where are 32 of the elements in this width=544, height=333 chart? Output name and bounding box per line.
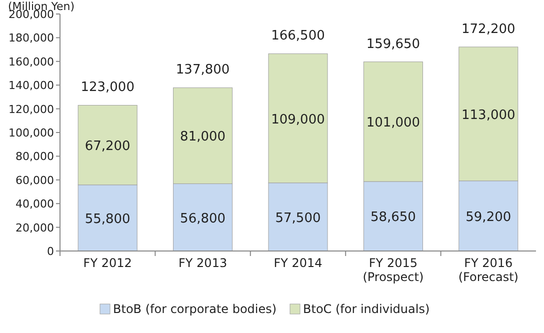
y-tick-label: 0: [47, 245, 54, 258]
total-label: 166,500: [271, 28, 325, 44]
data-label: 55,800: [84, 212, 130, 227]
y-tick-label: 140,000: [8, 79, 54, 92]
legend-label: BtoB (for corporate bodies): [113, 302, 277, 316]
data-label: 56,800: [180, 211, 226, 226]
x-tick-label: FY 2012: [83, 256, 132, 270]
total-label: 172,200: [462, 22, 516, 37]
y-tick-label: 60,000: [16, 174, 54, 187]
y-tick-label: 80,000: [16, 150, 54, 164]
x-tick-label: FY 2016 (Forecast): [458, 256, 518, 284]
data-label: 113,000: [462, 108, 516, 123]
data-label: 67,200: [84, 139, 130, 154]
data-label: 81,000: [180, 130, 226, 145]
total-label: 159,650: [366, 36, 420, 52]
data-label: 109,000: [271, 112, 325, 128]
legend-label: BtoC (for individuals): [303, 302, 430, 316]
data-label: 58,650: [370, 210, 416, 226]
y-tick-label: 100,000: [8, 126, 54, 140]
x-tick-label: FY 2013: [178, 256, 228, 270]
total-label: 137,800: [176, 62, 230, 78]
y-tick-label: 40,000: [16, 198, 54, 211]
data-label: 101,000: [366, 116, 420, 131]
x-tick-label: FY 2014: [274, 256, 322, 270]
y-tick-label: 180,000: [8, 32, 54, 45]
total-label: 123,000: [80, 80, 134, 96]
data-label: 57,500: [275, 210, 321, 226]
x-tick-label: FY 2015 (Prospect): [362, 256, 424, 284]
y-tick-label: 20,000: [16, 221, 54, 234]
y-tick-label: 160,000: [8, 55, 54, 68]
y-tick-label: 120,000: [8, 102, 54, 116]
data-label: 59,200: [466, 210, 512, 225]
